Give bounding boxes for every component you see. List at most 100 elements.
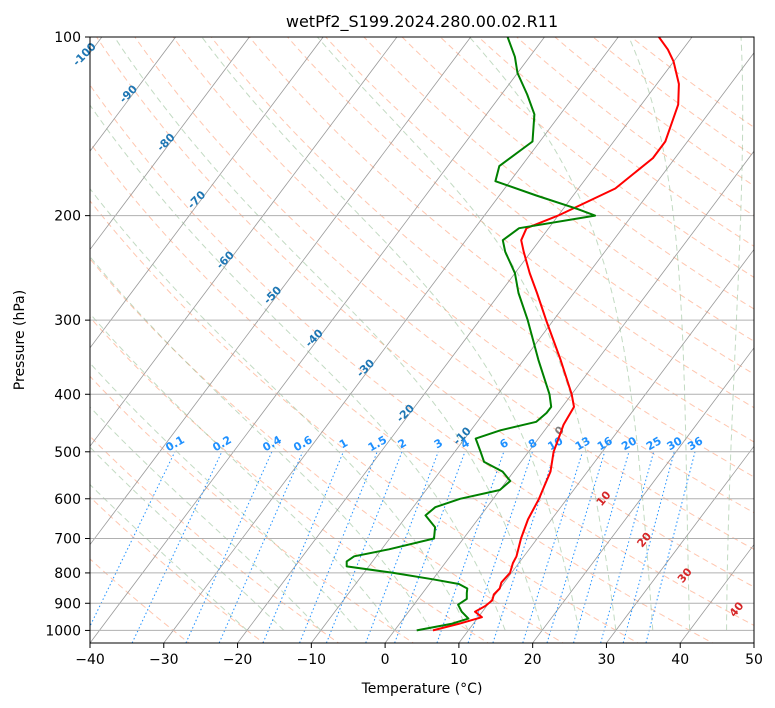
dry-adiabat bbox=[401, 37, 754, 310]
mixing-ratio-label: 13 bbox=[573, 434, 593, 453]
x-axis-label: Temperature (°C) bbox=[361, 681, 483, 697]
mixing-ratio-line bbox=[492, 451, 556, 643]
moist-adiabat-label: 10 bbox=[594, 488, 614, 508]
isotherm-line bbox=[679, 543, 754, 643]
dry-adiabat bbox=[325, 37, 754, 375]
mixing-ratio-line bbox=[325, 451, 403, 643]
x-tick-label: 0 bbox=[381, 652, 390, 668]
x-tick-label: 10 bbox=[450, 652, 468, 668]
mixing-ratio-line bbox=[600, 451, 655, 643]
plot-frame bbox=[89, 36, 755, 644]
isotherm-line bbox=[90, 37, 398, 447]
mixing-ratio-line bbox=[218, 451, 304, 643]
dry-adiabat bbox=[592, 37, 754, 157]
dry-adiabat bbox=[286, 37, 754, 409]
moist-adiabat bbox=[113, 37, 543, 631]
dry-adiabat bbox=[210, 37, 754, 478]
mixing-ratio-label: 0.4 bbox=[260, 433, 284, 454]
mixing-ratio-label: 25 bbox=[644, 434, 664, 453]
mixing-ratio-label: 0.6 bbox=[291, 433, 315, 454]
isotherm-line bbox=[753, 642, 754, 643]
background-lines bbox=[90, 37, 754, 643]
isotherm-label: -20 bbox=[394, 402, 417, 425]
dry-adiabat bbox=[90, 496, 265, 643]
isotherm-label: -30 bbox=[354, 356, 377, 379]
x-tick-label: 40 bbox=[671, 652, 689, 668]
mixing-ratio-line bbox=[522, 451, 584, 643]
mixing-ratio-label: 3 bbox=[432, 436, 445, 451]
moist-adiabat bbox=[90, 483, 248, 631]
isotherm-line bbox=[163, 37, 619, 643]
mixing-ratio-label: 2 bbox=[396, 436, 409, 451]
isotherm-line bbox=[90, 37, 545, 643]
y-tick-label: 200 bbox=[54, 209, 81, 225]
x-tick-label: −30 bbox=[149, 652, 179, 668]
isotherm-line bbox=[458, 248, 754, 643]
moist-adiabat bbox=[90, 255, 432, 631]
moist-adiabat bbox=[90, 313, 395, 631]
moist-adiabat bbox=[90, 187, 469, 631]
dry-adiabat bbox=[90, 558, 190, 643]
x-tick-label: 30 bbox=[598, 652, 616, 668]
dry-adiabat bbox=[630, 37, 754, 128]
moist-adiabat-label: 20 bbox=[634, 530, 654, 550]
mixing-ratio-line bbox=[467, 451, 533, 643]
isotherm-line bbox=[532, 347, 754, 643]
dry-adiabat bbox=[90, 375, 415, 643]
y-tick-label: 500 bbox=[54, 445, 81, 461]
isotherm-line bbox=[384, 150, 754, 643]
dry-adiabat bbox=[172, 37, 754, 514]
moist-adiabat bbox=[317, 37, 617, 631]
mixing-ratio-line bbox=[90, 451, 176, 628]
moist-adiabat bbox=[726, 37, 744, 631]
mixing-ratio-line bbox=[546, 451, 606, 643]
temperature-line bbox=[432, 37, 680, 632]
isotherm-label: -40 bbox=[303, 326, 326, 349]
y-tick-label: 600 bbox=[54, 492, 81, 508]
mixing-ratio-label: 1 bbox=[337, 436, 350, 451]
moist-adiabat bbox=[90, 406, 322, 631]
mixing-ratio-line bbox=[262, 451, 344, 643]
mixing-ratio-label: 4 bbox=[459, 436, 472, 451]
mixing-ratio-line bbox=[436, 451, 505, 643]
mixing-ratio-label: 8 bbox=[526, 436, 539, 451]
dry-adiabat bbox=[90, 258, 565, 643]
dry-adiabat bbox=[477, 37, 754, 247]
isotherm-label: -60 bbox=[214, 248, 237, 271]
mixing-ratio-line bbox=[365, 451, 439, 643]
dry-adiabat bbox=[90, 142, 714, 643]
moist-adiabat bbox=[90, 446, 285, 631]
y-axis: 1000 900 800 700 600 500 400 300 200 100 bbox=[45, 30, 90, 639]
dry-adiabat bbox=[96, 37, 754, 588]
profile-lines bbox=[345, 37, 680, 632]
moist-adiabat bbox=[628, 37, 691, 631]
isotherm-label: -80 bbox=[154, 131, 177, 154]
isotherm-line bbox=[90, 37, 176, 152]
y-tick-label: 700 bbox=[54, 532, 81, 548]
moist-adiabat bbox=[469, 37, 654, 631]
mixing-ratio-line bbox=[394, 451, 466, 643]
y-tick-label: 100 bbox=[54, 30, 81, 46]
dry-adiabat bbox=[90, 435, 340, 643]
dewpoint-line bbox=[345, 37, 596, 632]
y-tick-label: 400 bbox=[54, 387, 81, 403]
isotherm-line bbox=[606, 445, 754, 643]
moist-adiabat-label: 40 bbox=[727, 599, 747, 619]
y-tick-label: 800 bbox=[54, 566, 81, 582]
isotherm-line bbox=[90, 37, 250, 251]
isotherm-line bbox=[90, 37, 324, 349]
isotherm-line bbox=[90, 37, 472, 546]
dry-adiabat bbox=[134, 37, 754, 550]
mixing-ratio-label: 36 bbox=[685, 434, 705, 453]
dry-adiabat bbox=[363, 37, 754, 342]
dry-adiabat bbox=[90, 316, 490, 643]
x-tick-label: −20 bbox=[223, 652, 253, 668]
moist-adiabat-label: 30 bbox=[675, 565, 695, 585]
isotherm-label: -70 bbox=[185, 188, 208, 211]
mixing-ratio-label: 0.1 bbox=[163, 433, 186, 454]
x-tick-label: 50 bbox=[745, 652, 763, 668]
x-tick-label: −10 bbox=[297, 652, 327, 668]
moist-adiabat bbox=[201, 37, 580, 631]
x-tick-label: −40 bbox=[75, 652, 105, 668]
